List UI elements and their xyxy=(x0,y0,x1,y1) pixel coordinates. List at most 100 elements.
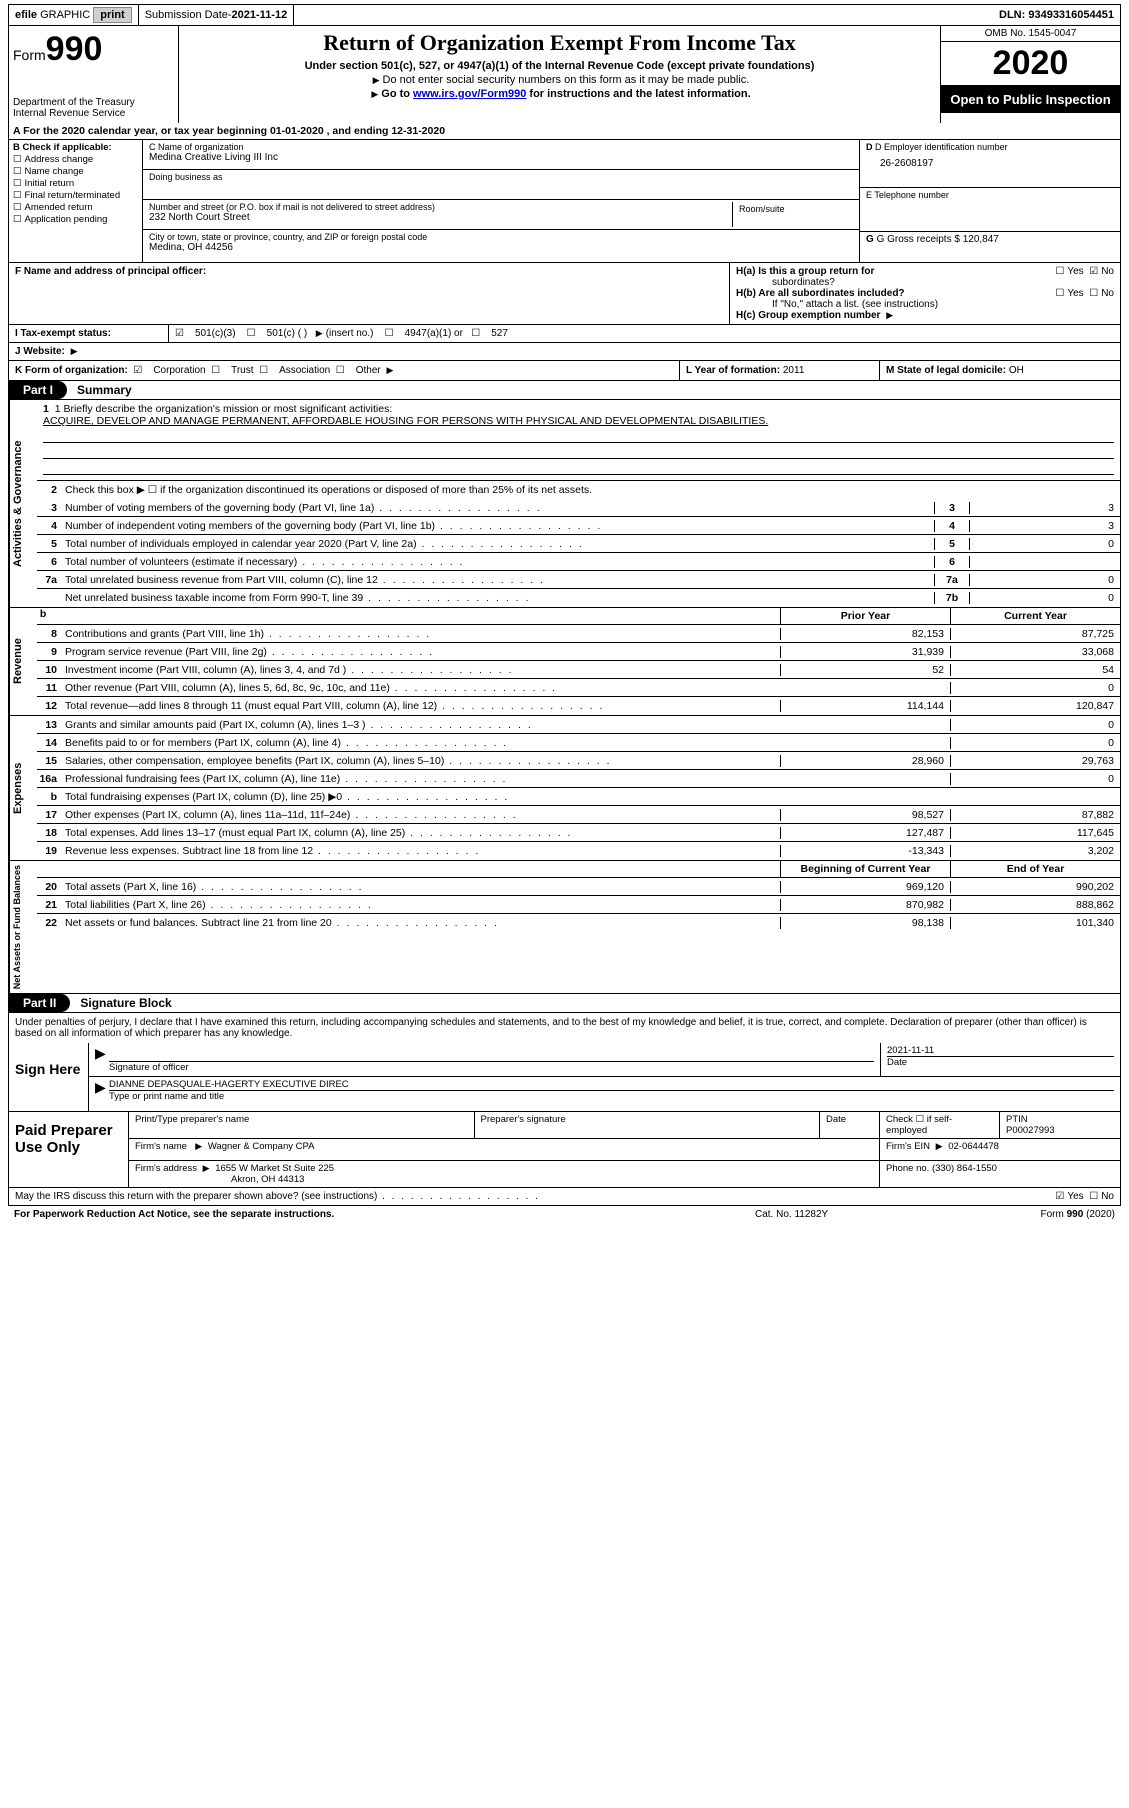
hdr-current-year: Current Year xyxy=(950,608,1120,624)
hdr-end: End of Year xyxy=(950,861,1120,877)
gross-value: 120,847 xyxy=(963,234,999,245)
chk-other[interactable] xyxy=(336,365,348,376)
line-5-val: 0 xyxy=(970,538,1120,550)
officer-name-label: Type or print name and title xyxy=(109,1090,1114,1102)
discuss-no[interactable] xyxy=(1089,1191,1101,1202)
firm-name: Wagner & Company CPA xyxy=(208,1141,315,1152)
section-revenue-label: Revenue xyxy=(9,608,37,715)
prep-date-label: Date xyxy=(820,1112,880,1138)
line-21-prior: 870,982 xyxy=(780,899,950,911)
chk-527[interactable] xyxy=(471,328,483,339)
gross-label: G Gross receipts $ xyxy=(877,234,960,245)
chk-corporation[interactable] xyxy=(133,365,145,376)
part-2-pill: Part II xyxy=(9,994,70,1012)
signature-block: Sign Here ▶ Signature of officer 2021-11… xyxy=(8,1043,1121,1112)
form-id-block: Form990 Department of the TreasuryIntern… xyxy=(9,26,179,123)
line-9-curr: 33,068 xyxy=(950,646,1120,658)
mission-text: ACQUIRE, DEVELOP AND MANAGE PERMANENT, A… xyxy=(43,415,1114,427)
row-k-org-form: K Form of organization: Corporation Trus… xyxy=(8,361,1121,381)
form-title: Return of Organization Exempt From Incom… xyxy=(183,30,936,56)
line-11-curr: 0 xyxy=(950,682,1120,694)
line-21-desc: Total liabilities (Part X, line 26) xyxy=(63,898,780,912)
line-18-desc: Total expenses. Add lines 13–17 (must eq… xyxy=(63,826,780,840)
line-8-prior: 82,153 xyxy=(780,628,950,640)
line-17-desc: Other expenses (Part IX, column (A), lin… xyxy=(63,808,780,822)
line-4-val: 3 xyxy=(970,520,1120,532)
year-block: OMB No. 1545-0047 2020 Open to Public In… xyxy=(940,26,1120,123)
efile-label: efile efile GRAPHIC printGRAPHIC print xyxy=(9,5,139,25)
line-19-prior: -13,343 xyxy=(780,845,950,857)
line-15-desc: Salaries, other compensation, employee b… xyxy=(63,754,780,768)
chk-amended[interactable]: Amended return xyxy=(13,202,138,213)
line-9-prior: 31,939 xyxy=(780,646,950,658)
room-label: Room/suite xyxy=(739,204,847,214)
hb-note: If "No," attach a list. (see instruction… xyxy=(736,299,1114,310)
telephone-label: E Telephone number xyxy=(866,190,1114,200)
part-1-title: Summary xyxy=(67,383,132,397)
part-2-header: Part II Signature Block xyxy=(8,994,1121,1013)
part-2-title: Signature Block xyxy=(70,996,171,1010)
street-label: Number and street (or P.O. box if mail i… xyxy=(149,202,732,212)
entity-block: B Check if applicable: Address change Na… xyxy=(8,140,1121,263)
section-governance-label: Activities & Governance xyxy=(9,400,37,607)
line-8-curr: 87,725 xyxy=(950,628,1120,640)
discuss-yes[interactable] xyxy=(1055,1191,1067,1202)
hb-yes[interactable] xyxy=(1055,288,1067,299)
line-11-desc: Other revenue (Part VIII, column (A), li… xyxy=(63,681,780,695)
line-10-curr: 54 xyxy=(950,664,1120,676)
chk-501c3[interactable] xyxy=(175,328,187,339)
firm-phone: (330) 864-1550 xyxy=(932,1163,997,1174)
chk-trust[interactable] xyxy=(211,365,223,376)
line-10-prior: 52 xyxy=(780,664,950,676)
org-name-label: C Name of organization xyxy=(149,142,853,152)
omb-number: OMB No. 1545-0047 xyxy=(941,26,1120,42)
section-net-label: Net Assets or Fund Balances xyxy=(9,861,37,993)
line-14-curr: 0 xyxy=(950,737,1120,749)
officer-signature-label: Signature of officer xyxy=(109,1061,874,1073)
top-bar: efile efile GRAPHIC printGRAPHIC print S… xyxy=(8,4,1121,26)
line-8-desc: Contributions and grants (Part VIII, lin… xyxy=(63,627,780,641)
print-button[interactable]: print xyxy=(93,7,131,23)
line-4-desc: Number of independent voting members of … xyxy=(63,519,934,533)
page-footer: For Paperwork Reduction Act Notice, see … xyxy=(8,1206,1121,1223)
chk-501c[interactable] xyxy=(247,328,259,339)
line-19-curr: 3,202 xyxy=(950,845,1120,857)
chk-association[interactable] xyxy=(259,365,271,376)
chk-final-return[interactable]: Final return/terminated xyxy=(13,190,138,201)
chk-initial-return[interactable]: Initial return xyxy=(13,178,138,189)
line-7a-val: 0 xyxy=(970,574,1120,586)
group-return-block: H(a) Is this a group return forYes No su… xyxy=(730,263,1120,324)
line-16a-curr: 0 xyxy=(950,773,1120,785)
irs-link[interactable]: www.irs.gov/Form990 xyxy=(413,88,526,100)
col-c-name-address: C Name of organization Medina Creative L… xyxy=(143,140,860,262)
line-12-desc: Total revenue—add lines 8 through 11 (mu… xyxy=(63,699,780,713)
line-2: Check this box ▶ ☐ if the organization d… xyxy=(63,483,1120,497)
line-3-val: 3 xyxy=(970,502,1120,514)
signature-date: 2021-11-11 xyxy=(887,1045,1114,1056)
section-expenses-label: Expenses xyxy=(9,716,37,860)
form-header: Form990 Department of the TreasuryIntern… xyxy=(8,26,1121,123)
pra-notice: For Paperwork Reduction Act Notice, see … xyxy=(14,1209,755,1220)
line-20-prior: 969,120 xyxy=(780,881,950,893)
line-20-desc: Total assets (Part X, line 16) xyxy=(63,880,780,894)
line-10-desc: Investment income (Part VIII, column (A)… xyxy=(63,663,780,677)
subtitle-1: Under section 501(c), 527, or 4947(a)(1)… xyxy=(183,60,936,72)
line-5-desc: Total number of individuals employed in … xyxy=(63,537,934,551)
line-17-prior: 98,527 xyxy=(780,809,950,821)
line-22-prior: 98,138 xyxy=(780,917,950,929)
street-value: 232 North Court Street xyxy=(149,212,732,223)
line-15-curr: 29,763 xyxy=(950,755,1120,767)
city-label: City or town, state or province, country… xyxy=(149,232,853,242)
line-12-prior: 114,144 xyxy=(780,700,950,712)
chk-name-change[interactable]: Name change xyxy=(13,166,138,177)
line-6-desc: Total number of volunteers (estimate if … xyxy=(63,555,934,569)
chk-4947[interactable] xyxy=(385,328,397,339)
chk-address-change[interactable]: Address change xyxy=(13,154,138,165)
row-i-tax-status: I Tax-exempt status: 501(c)(3) 501(c) ( … xyxy=(8,325,1121,343)
hb-no[interactable] xyxy=(1089,288,1101,299)
line-13-curr: 0 xyxy=(950,719,1120,731)
chk-application-pending[interactable]: Application pending xyxy=(13,214,138,225)
ha-no[interactable] xyxy=(1089,266,1101,277)
ha-yes[interactable] xyxy=(1055,266,1067,277)
penalty-statement: Under penalties of perjury, I declare th… xyxy=(8,1013,1121,1043)
